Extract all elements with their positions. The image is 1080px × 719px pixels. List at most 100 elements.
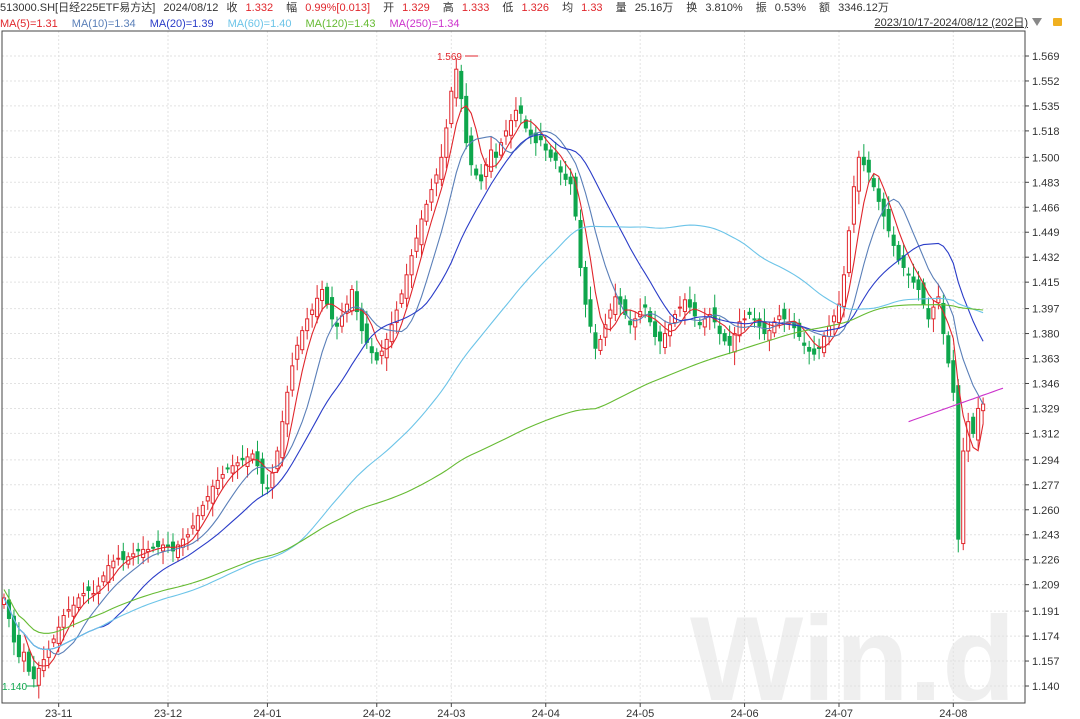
candle-body[interactable] [752, 318, 757, 321]
candle-body[interactable] [817, 347, 822, 350]
candle-body[interactable] [658, 331, 663, 342]
candle-body[interactable] [479, 174, 484, 182]
candle-body[interactable] [737, 321, 742, 337]
candle-body[interactable] [260, 458, 265, 484]
candle-body[interactable] [61, 615, 66, 628]
candle-body[interactable] [946, 335, 951, 364]
candle-body[interactable] [225, 467, 230, 470]
candle-body[interactable] [136, 548, 141, 552]
candle-body[interactable] [320, 288, 325, 302]
candle-body[interactable] [687, 299, 692, 308]
candle-body[interactable] [71, 604, 76, 617]
candle-body[interactable] [56, 626, 61, 644]
candle-body[interactable] [851, 186, 856, 225]
candle-body[interactable] [170, 541, 176, 552]
candle-body[interactable] [856, 156, 861, 192]
candle-body[interactable] [578, 219, 583, 268]
candle-body[interactable] [424, 203, 429, 222]
candle-body[interactable] [91, 592, 96, 596]
candle-body[interactable] [359, 308, 364, 332]
candle-body[interactable] [210, 485, 215, 504]
candle-body[interactable] [886, 208, 891, 232]
candle-body[interactable] [762, 321, 767, 335]
candle-body[interactable] [702, 318, 707, 328]
candle-body[interactable] [831, 315, 837, 323]
candle-body[interactable] [185, 534, 190, 538]
candle-body[interactable] [81, 592, 86, 597]
candle-body[interactable] [36, 667, 41, 686]
candle-body[interactable] [454, 68, 459, 99]
candle-body[interactable] [200, 504, 205, 517]
candle-body[interactable] [285, 391, 290, 425]
candle-body[interactable] [86, 586, 91, 592]
candle-body[interactable] [31, 666, 36, 680]
candle-body[interactable] [300, 330, 305, 351]
candle-body[interactable] [190, 525, 195, 529]
candle-body[interactable] [280, 421, 285, 459]
candle-body[interactable] [682, 299, 687, 313]
candle-body[interactable] [797, 322, 802, 337]
candle-body[interactable] [836, 303, 842, 324]
candle-body[interactable] [121, 551, 126, 561]
candle-body[interactable] [767, 330, 772, 341]
candle-body[interactable] [573, 176, 578, 217]
candle-body[interactable] [518, 105, 523, 114]
candle-body[interactable] [165, 544, 171, 547]
candle-body[interactable] [901, 255, 906, 268]
candle-body[interactable] [891, 234, 896, 246]
candle-body[interactable] [976, 407, 981, 441]
candle-body[interactable] [315, 297, 320, 318]
candle-body[interactable] [896, 244, 901, 261]
candle-body[interactable] [802, 342, 807, 346]
candle-body[interactable] [782, 308, 787, 320]
candle-body[interactable] [677, 306, 682, 309]
candle-body[interactable] [469, 135, 474, 166]
candle-body[interactable] [727, 335, 732, 346]
candle-body[interactable] [876, 188, 881, 202]
candle-body[interactable] [235, 462, 240, 467]
candle-body[interactable] [732, 333, 737, 353]
candle-body[interactable] [51, 638, 56, 644]
candle-body[interactable] [364, 323, 369, 343]
candle-body[interactable] [96, 585, 101, 594]
candle-body[interactable] [951, 360, 956, 393]
candle-body[interactable] [414, 237, 419, 252]
candle-body[interactable] [265, 487, 270, 490]
candle-body[interactable] [931, 306, 936, 320]
candle-body[interactable] [956, 385, 961, 540]
candle-body[interactable] [275, 450, 280, 470]
candle-body[interactable] [941, 302, 946, 335]
candle-body[interactable] [538, 135, 543, 141]
candle-body[interactable] [583, 266, 588, 305]
candle-body[interactable] [717, 325, 722, 335]
candle-body[interactable] [697, 322, 702, 326]
candle-body[interactable] [329, 297, 335, 320]
candle-body[interactable] [623, 299, 628, 315]
candle-body[interactable] [653, 321, 658, 337]
candle-body[interactable] [494, 151, 499, 158]
candle-body[interactable] [151, 546, 156, 549]
candle-body[interactable] [777, 315, 782, 321]
candle-body[interactable] [613, 296, 618, 315]
candle-body[interactable] [444, 127, 449, 158]
candle-body[interactable] [305, 318, 310, 332]
candle-body[interactable] [543, 143, 548, 151]
candle-body[interactable] [598, 338, 603, 351]
candle-body[interactable] [588, 299, 593, 327]
candle-body[interactable] [156, 540, 161, 547]
security-code[interactable]: 513000.SH[日经225ETF易方达] [0, 2, 156, 14]
candle-body[interactable] [434, 174, 439, 184]
candle-body[interactable] [722, 333, 727, 342]
candle-body[interactable] [548, 149, 553, 158]
candle-body[interactable] [523, 119, 528, 129]
candle-body[interactable] [250, 453, 255, 460]
candle-body[interactable] [747, 311, 752, 315]
candle-body[interactable] [503, 130, 509, 137]
candle-body[interactable] [439, 156, 444, 180]
candle-body[interactable] [563, 173, 568, 180]
candle-body[interactable] [827, 325, 832, 337]
candle-body[interactable] [374, 352, 379, 361]
candle-body[interactable] [866, 159, 871, 173]
candle-body[interactable] [310, 309, 315, 315]
